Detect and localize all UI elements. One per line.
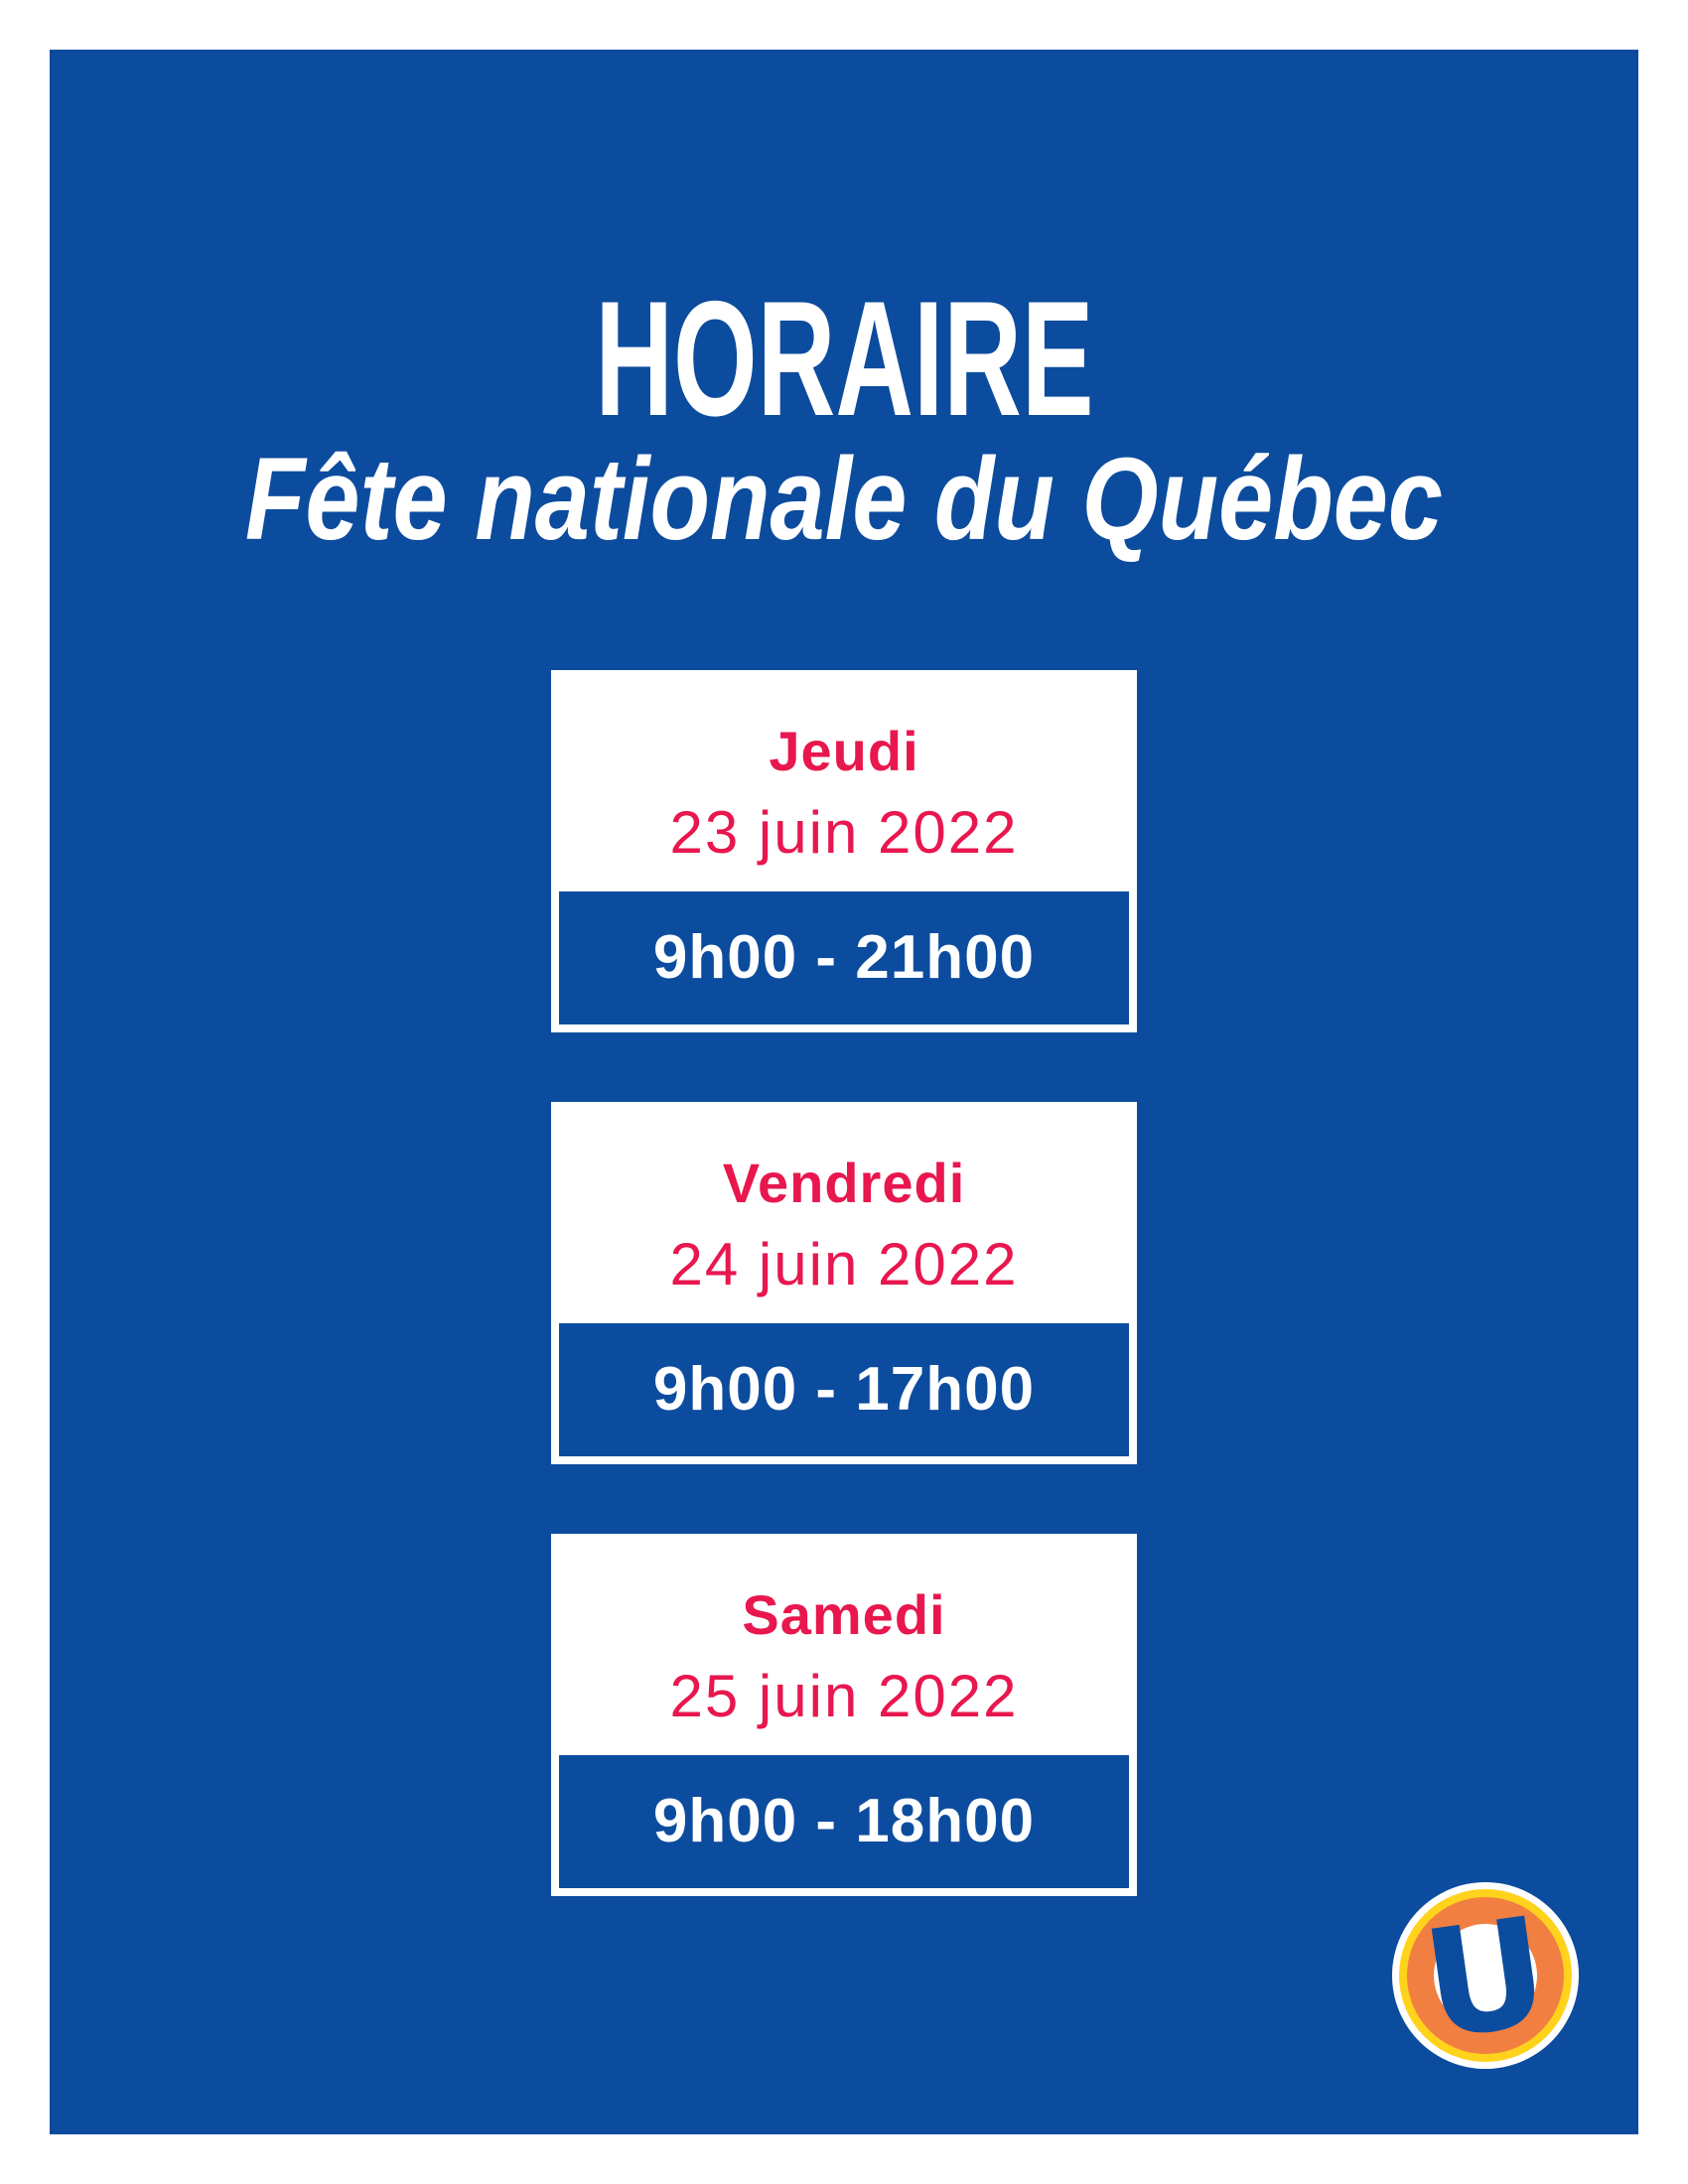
poster-background: HORAIRE Fête nationale du Québec Jeudi 2… xyxy=(50,50,1638,2134)
hours-bar: 9h00 - 21h00 xyxy=(559,891,1129,1024)
logo-letter: U xyxy=(1414,1885,1558,2069)
schedule-card-jeudi: Jeudi 23 juin 2022 9h00 - 21h00 xyxy=(551,670,1137,1032)
day-label: Samedi xyxy=(742,1583,946,1646)
uniprix-logo-icon: U xyxy=(1392,1882,1579,2074)
page-title: HORAIRE xyxy=(50,50,1638,441)
schedule-card-vendredi: Vendredi 24 juin 2022 9h00 - 17h00 xyxy=(551,1102,1137,1464)
date-label: 25 juin 2022 xyxy=(669,1663,1019,1729)
page-title-text: HORAIRE xyxy=(594,267,1094,450)
date-label: 24 juin 2022 xyxy=(669,1231,1019,1297)
day-label: Vendredi xyxy=(722,1152,966,1214)
hours-bar: 9h00 - 18h00 xyxy=(559,1755,1129,1888)
schedule-card-samedi: Samedi 25 juin 2022 9h00 - 18h00 xyxy=(551,1534,1137,1896)
day-label: Jeudi xyxy=(769,720,919,782)
hours-label: 9h00 - 21h00 xyxy=(652,923,1036,992)
poster-subtitle: Fête nationale du Québec xyxy=(50,441,1638,558)
hours-label: 9h00 - 18h00 xyxy=(652,1787,1036,1855)
poster-subtitle-text: Fête nationale du Québec xyxy=(244,434,1444,565)
date-label: 23 juin 2022 xyxy=(669,799,1019,866)
hours-label: 9h00 - 17h00 xyxy=(652,1355,1036,1424)
uniprix-logo: U xyxy=(1392,1882,1579,2074)
hours-bar: 9h00 - 17h00 xyxy=(559,1323,1129,1456)
